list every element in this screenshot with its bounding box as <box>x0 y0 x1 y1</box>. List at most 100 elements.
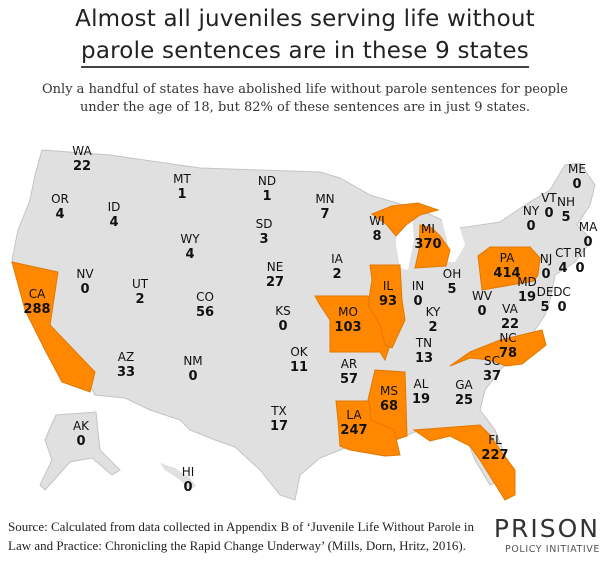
state-value: 4 <box>558 261 568 276</box>
state-value: 414 <box>493 266 521 281</box>
state-label-in: IN 0 <box>412 278 425 310</box>
state-shape-pa <box>477 246 541 291</box>
state-abbr: OR <box>51 192 69 206</box>
state-value: 5 <box>447 282 457 297</box>
state-label-wi: WI 8 <box>369 213 384 245</box>
state-label-ky: KY 2 <box>426 304 441 336</box>
state-label-dc: DC 0 <box>553 284 571 316</box>
state-value: 27 <box>265 275 285 290</box>
state-value: 0 <box>572 177 582 192</box>
state-label-al: AL 19 <box>412 376 430 408</box>
state-value: 1 <box>262 189 272 204</box>
state-value: 5 <box>540 300 550 315</box>
state-value: 93 <box>378 294 398 309</box>
state-label-ny: NY 0 <box>523 203 539 235</box>
state-value: 3 <box>259 232 269 247</box>
state-abbr: NJ <box>539 252 553 266</box>
state-label-ks: KS 0 <box>275 303 291 335</box>
state-label-me: ME 0 <box>568 161 586 193</box>
state-value: 8 <box>372 229 382 244</box>
state-value: 22 <box>500 317 520 332</box>
state-abbr: NY <box>522 204 540 218</box>
state-shape-ca <box>11 261 96 393</box>
state-label-fl: FL 227 <box>481 432 508 464</box>
state-label-co: CO 56 <box>196 289 214 321</box>
state-value: 4 <box>185 247 195 262</box>
state-label-nh: NH 5 <box>557 194 575 226</box>
source-line-2: Law and Practice: Chronicling the Rapid … <box>8 538 466 553</box>
state-abbr: TX <box>271 404 287 418</box>
logo-policy-initiative: POLICY INITIATIVE <box>505 544 600 555</box>
state-abbr: MO <box>338 305 358 319</box>
state-value: 78 <box>498 346 518 361</box>
state-abbr: NM <box>183 354 203 368</box>
state-label-la: LA 247 <box>340 407 367 439</box>
state-label-ga: GA 25 <box>455 377 473 409</box>
state-value: 227 <box>481 448 509 463</box>
state-abbr: DE <box>536 285 554 299</box>
state-abbr: NE <box>266 260 284 274</box>
state-label-ct: CT 4 <box>555 245 571 277</box>
state-abbr: HI <box>181 465 195 479</box>
title-line-1: Almost all juveniles serving life withou… <box>75 6 535 32</box>
state-label-mn: MN 7 <box>315 191 334 223</box>
state-shape-fl <box>412 424 516 501</box>
state-label-hi: HI 0 <box>182 464 195 496</box>
state-shape-mi-upper <box>370 202 440 237</box>
state-abbr: AR <box>340 357 358 371</box>
state-abbr: SC <box>484 354 500 368</box>
state-abbr: CT <box>555 246 571 260</box>
state-abbr: VT <box>541 191 557 205</box>
state-value: 0 <box>188 369 198 384</box>
state-label-mo: MO 103 <box>334 304 361 336</box>
state-abbr: CA <box>28 287 46 301</box>
state-label-ca: CA 288 <box>23 286 50 318</box>
state-value: 0 <box>413 294 423 309</box>
state-value: 2 <box>332 267 342 282</box>
state-value: 0 <box>76 434 86 449</box>
state-value: 288 <box>23 302 51 317</box>
state-shape-mi-lower <box>414 224 451 269</box>
state-value: 4 <box>55 207 65 222</box>
state-label-nv: NV 0 <box>76 266 93 298</box>
state-label-ia: IA 2 <box>331 251 343 283</box>
state-value: 25 <box>454 393 474 408</box>
state-abbr: PA <box>499 251 515 265</box>
state-value: 0 <box>541 267 551 282</box>
source-line-1: Source: Calculated from data collected i… <box>8 519 475 534</box>
subtitle-line-1: Only a handful of states have abolished … <box>42 82 568 97</box>
state-shape-ak <box>39 411 121 491</box>
state-value: 0 <box>557 300 567 315</box>
state-label-wv: WV 0 <box>472 288 492 320</box>
state-value: 103 <box>334 320 362 335</box>
lake-erie-huron <box>440 212 465 262</box>
state-label-nd: ND 1 <box>258 173 276 205</box>
state-label-nm: NM 0 <box>183 353 202 385</box>
state-abbr: OK <box>290 345 308 359</box>
state-abbr: FL <box>488 433 502 447</box>
subtitle-line-2: under the age of 18, but 82% of these se… <box>79 100 531 115</box>
state-value: 68 <box>379 399 399 414</box>
state-label-va: VA 22 <box>501 301 519 333</box>
state-abbr: MS <box>380 384 398 398</box>
state-label-ne: NE 27 <box>266 259 284 291</box>
state-shape-hi <box>160 463 196 490</box>
logo-prison: PRISON <box>493 514 600 543</box>
state-abbr: NH <box>557 195 575 209</box>
state-value: 57 <box>339 372 359 387</box>
state-label-mi: MI 370 <box>414 221 441 253</box>
state-value: 0 <box>526 219 536 234</box>
state-abbr: CO <box>196 290 214 304</box>
state-abbr: WI <box>369 214 385 228</box>
state-label-ok: OK 11 <box>290 344 308 376</box>
state-label-nj: NJ 0 <box>540 251 553 283</box>
state-value: 5 <box>561 210 571 225</box>
state-label-de: DE 5 <box>537 284 554 316</box>
state-value: 1 <box>177 187 187 202</box>
state-label-oh: OH 5 <box>443 266 461 298</box>
state-abbr: MA <box>578 220 598 234</box>
state-value: 56 <box>195 305 215 320</box>
state-abbr: ME <box>568 162 586 176</box>
state-label-wy: WY 4 <box>180 231 199 263</box>
